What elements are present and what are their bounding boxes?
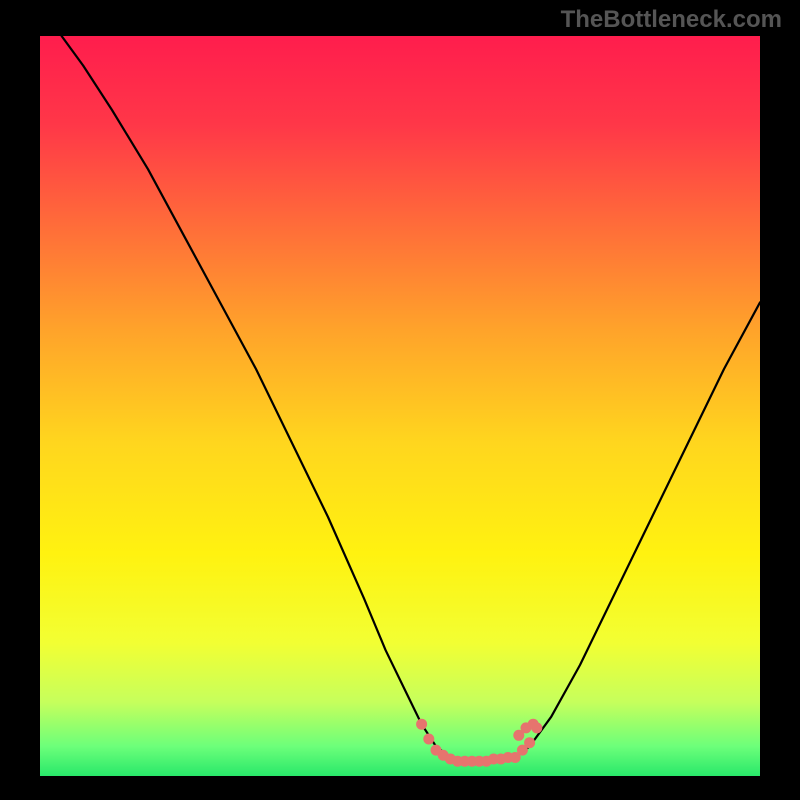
marker-dot — [531, 722, 542, 733]
marker-dot — [416, 719, 427, 730]
plot-svg — [40, 36, 760, 776]
figure-root: TheBottleneck.com — [0, 0, 800, 800]
marker-dot — [423, 734, 434, 745]
gradient-background — [40, 36, 760, 776]
plot-area — [40, 36, 760, 776]
watermark-label: TheBottleneck.com — [561, 6, 782, 34]
marker-dot — [524, 737, 535, 748]
